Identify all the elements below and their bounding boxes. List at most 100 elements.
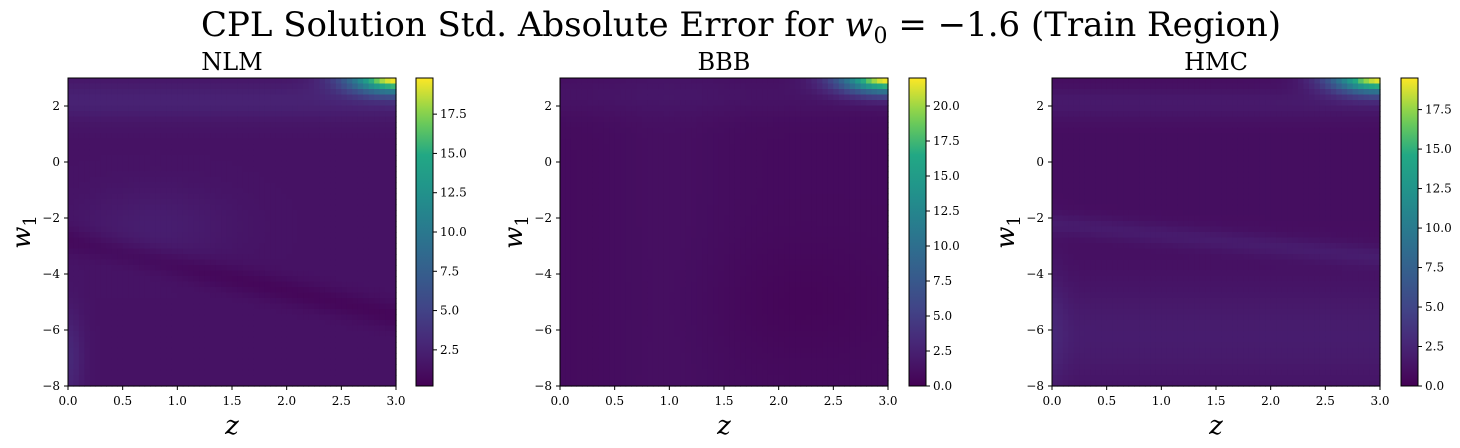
heatmap-cell — [111, 369, 118, 376]
heatmap-cell — [308, 243, 315, 250]
heatmap-cell — [631, 331, 638, 338]
heatmap-cell — [210, 83, 217, 90]
heatmap-cell — [308, 309, 315, 316]
heatmap-cell — [68, 232, 75, 239]
heatmap-cell — [128, 182, 135, 189]
heatmap-cell — [237, 78, 244, 85]
heatmap-cell — [636, 314, 643, 321]
heatmap-cell — [204, 149, 211, 156]
heatmap-cell — [674, 254, 681, 261]
heatmap-cell — [171, 254, 178, 261]
heatmap-cell — [182, 100, 189, 107]
heatmap-cell — [625, 144, 632, 151]
heatmap-cell — [702, 105, 709, 112]
heatmap-cell — [210, 364, 217, 371]
heatmap-cell — [160, 149, 167, 156]
heatmap-cell — [215, 276, 222, 283]
heatmap-cell — [669, 342, 676, 349]
heatmap-cell — [117, 127, 124, 134]
heatmap-cell — [122, 364, 129, 371]
heatmap-cell — [631, 270, 638, 277]
heatmap-cell — [642, 325, 649, 332]
heatmap-cell — [128, 149, 135, 156]
heatmap-cell — [303, 89, 310, 96]
heatmap-cell — [270, 254, 277, 261]
heatmap-cell — [390, 193, 397, 200]
heatmap-cell — [160, 237, 167, 244]
heatmap-cell — [237, 127, 244, 134]
heatmap-cell — [308, 325, 315, 332]
heatmap-cell — [292, 369, 299, 376]
heatmap-cell — [587, 210, 594, 217]
heatmap-cell — [587, 155, 594, 162]
heatmap-cell — [188, 116, 195, 123]
heatmap-cell — [707, 375, 714, 382]
heatmap-cell — [226, 188, 233, 195]
heatmap-cell — [73, 78, 80, 85]
heatmap-cell — [658, 380, 665, 387]
heatmap-cell — [335, 94, 342, 101]
heatmap-cell — [603, 353, 610, 360]
heatmap-cell — [73, 149, 80, 156]
heatmap-cell — [264, 226, 271, 233]
heatmap-cell — [144, 155, 151, 162]
heatmap-cell — [106, 364, 113, 371]
heatmap-cell — [84, 171, 91, 178]
heatmap-cell — [609, 204, 616, 211]
heatmap-cell — [248, 171, 255, 178]
heatmap-cell — [292, 204, 299, 211]
heatmap-cell — [598, 182, 605, 189]
heatmap-cell — [237, 111, 244, 118]
heatmap-cell — [363, 100, 370, 107]
heatmap-cell — [297, 204, 304, 211]
heatmap-cell — [78, 193, 85, 200]
heatmap-cell — [363, 353, 370, 360]
heatmap-cell — [210, 105, 217, 112]
heatmap-cell — [221, 298, 228, 305]
heatmap-cell — [133, 325, 140, 332]
heatmap-cell — [303, 166, 310, 173]
heatmap-cell — [281, 232, 288, 239]
heatmap-cell — [691, 353, 698, 360]
heatmap-cell — [385, 353, 392, 360]
heatmap-cell — [122, 303, 129, 310]
x-tick-label: 1.5 — [222, 394, 241, 408]
heatmap-cell — [166, 375, 173, 382]
heatmap-cell — [226, 276, 233, 283]
heatmap-cell — [707, 204, 714, 211]
heatmap-cell — [160, 325, 167, 332]
heatmap-cell — [95, 369, 102, 376]
heatmap-cell — [319, 215, 326, 222]
heatmap-cell — [663, 254, 670, 261]
heatmap-cell — [100, 83, 107, 90]
heatmap-cell — [658, 89, 665, 96]
heatmap-cell — [270, 204, 277, 211]
heatmap-cell — [324, 248, 331, 255]
heatmap-cell — [68, 138, 75, 145]
heatmap-cell — [581, 342, 588, 349]
heatmap-cell — [691, 281, 698, 288]
heatmap-cell — [78, 320, 85, 327]
heatmap-cell — [603, 265, 610, 272]
heatmap-cell — [264, 182, 271, 189]
heatmap-cell — [379, 259, 386, 266]
heatmap-cell — [592, 259, 599, 266]
heatmap-cell — [691, 155, 698, 162]
heatmap-cell — [204, 138, 211, 145]
heatmap-cell — [335, 138, 342, 145]
heatmap-cell — [248, 83, 255, 90]
heatmap-cell — [122, 358, 129, 365]
heatmap-cell — [663, 309, 670, 316]
heatmap-cell — [221, 89, 228, 96]
heatmap-cell — [232, 177, 239, 184]
heatmap-cell — [581, 331, 588, 338]
heatmap-cell — [221, 204, 228, 211]
heatmap-cell — [111, 380, 118, 387]
heatmap-cell — [122, 177, 129, 184]
heatmap-cell — [150, 138, 157, 145]
heatmap-cell — [614, 94, 621, 101]
heatmap-cell — [319, 199, 326, 206]
heatmap-cell — [346, 138, 353, 145]
heatmap-cell — [204, 166, 211, 173]
heatmap-cell — [128, 83, 135, 90]
